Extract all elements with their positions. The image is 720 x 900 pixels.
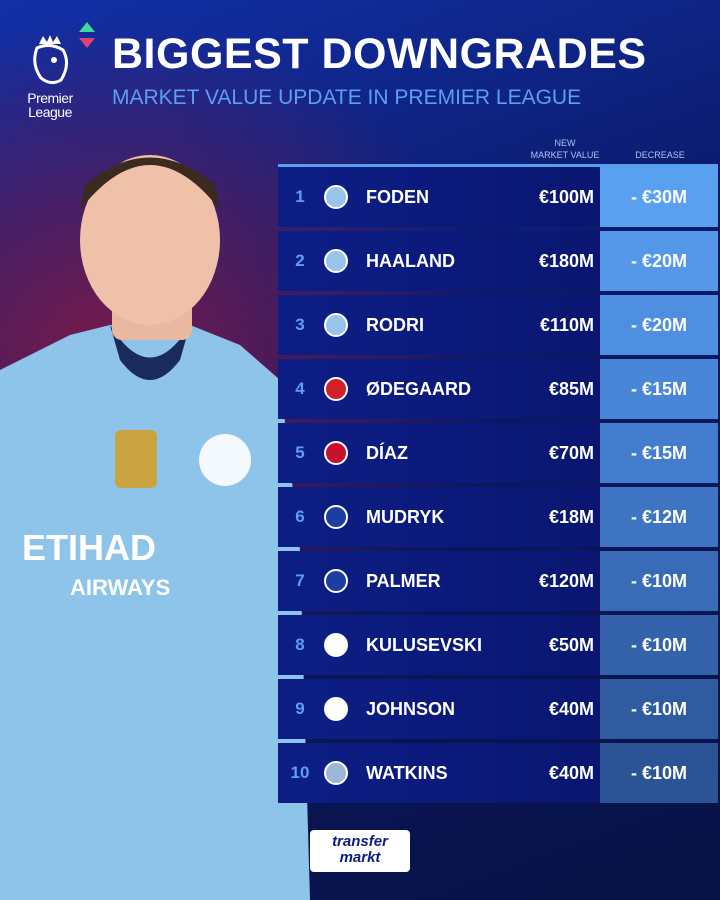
new-market-value: €50M bbox=[548, 634, 594, 655]
club-crest-icon bbox=[322, 631, 350, 659]
player-name: JOHNSON bbox=[366, 698, 456, 719]
row-main: 7 PALMER €120M bbox=[278, 551, 600, 611]
decrease-value: - €15M bbox=[600, 423, 718, 483]
new-market-value: €100M bbox=[538, 186, 594, 207]
logo-text-2: League bbox=[28, 104, 72, 120]
table-row: 1 FODEN €100M - €30M bbox=[278, 167, 718, 227]
rank: 4 bbox=[295, 379, 305, 398]
page-subtitle: MARKET VALUE UPDATE IN PREMIER LEAGUE bbox=[112, 86, 582, 109]
rankings-table: 1 FODEN €100M - €30M 2 HAALAND €180M - €… bbox=[278, 164, 718, 807]
player-photo: ETIHAD AIRWAYS bbox=[0, 155, 310, 900]
new-market-value: €180M bbox=[538, 250, 594, 271]
table-row: 3 RODRI €110M - €20M bbox=[278, 295, 718, 355]
header-line: MARKET VALUE bbox=[530, 150, 600, 160]
club-crest-icon bbox=[322, 759, 350, 787]
decrease-value: - €10M bbox=[600, 743, 718, 803]
new-market-value: €110M bbox=[539, 314, 594, 335]
new-market-value: €18M bbox=[548, 506, 594, 527]
decrease-value: - €12M bbox=[600, 487, 718, 547]
row-main: 1 FODEN €100M bbox=[278, 167, 600, 227]
rank: 3 bbox=[295, 315, 305, 334]
decrease-value: - €15M bbox=[600, 359, 718, 419]
rank: 7 bbox=[295, 571, 305, 590]
decrease-value: - €10M bbox=[600, 615, 718, 675]
row-main: 3 RODRI €110M bbox=[278, 295, 600, 355]
brand-line: markt bbox=[339, 849, 381, 866]
brand-line: transfer bbox=[332, 833, 388, 850]
decrease-value: - €10M bbox=[600, 679, 718, 739]
player-name: RODRI bbox=[366, 314, 424, 335]
premier-league-logo: Premier League bbox=[22, 34, 78, 119]
row-main: 6 MUDRYK €18M bbox=[278, 487, 600, 547]
club-crest-icon bbox=[322, 439, 350, 467]
row-main: 9 JOHNSON €40M bbox=[278, 679, 600, 739]
sponsor-text: ETIHAD bbox=[22, 527, 156, 568]
row-main: 2 HAALAND €180M bbox=[278, 231, 600, 291]
rank: 10 bbox=[290, 763, 310, 782]
new-market-value: €40M bbox=[548, 762, 594, 783]
decrease-value: - €30M bbox=[600, 167, 718, 227]
player-name: MUDRYK bbox=[366, 506, 445, 527]
player-name: ØDEGAARD bbox=[366, 378, 472, 399]
decrease-value: - €20M bbox=[600, 295, 718, 355]
club-crest-icon bbox=[322, 695, 350, 723]
rank: 1 bbox=[295, 187, 305, 206]
row-main: 5 DÍAZ €70M bbox=[278, 423, 600, 483]
club-crest-icon bbox=[322, 375, 350, 403]
table-row: 2 HAALAND €180M - €20M bbox=[278, 231, 718, 291]
page-title: BIGGEST DOWNGRADES bbox=[112, 30, 647, 78]
club-crest-icon bbox=[322, 311, 350, 339]
table-row: 6 MUDRYK €18M - €12M bbox=[278, 487, 718, 547]
new-market-value: €70M bbox=[548, 442, 594, 463]
column-header-new-value: NEW MARKET VALUE bbox=[525, 137, 605, 161]
sponsor-text-line2: AIRWAYS bbox=[70, 575, 170, 600]
table-row: 4 ØDEGAARD €85M - €15M bbox=[278, 359, 718, 419]
column-header-decrease: DECREASE bbox=[635, 150, 685, 160]
club-crest-icon bbox=[322, 567, 350, 595]
row-main: 10 WATKINS €40M bbox=[278, 743, 600, 803]
club-crest-icon bbox=[322, 247, 350, 275]
rank: 6 bbox=[295, 507, 305, 526]
rank: 2 bbox=[295, 251, 305, 270]
logo-text-1: Premier bbox=[27, 90, 73, 106]
rank: 5 bbox=[295, 443, 305, 462]
table-row: 9 JOHNSON €40M - €10M bbox=[278, 679, 718, 739]
header-line: NEW bbox=[554, 138, 576, 148]
row-main: 8 KULUSEVSKI €50M bbox=[278, 615, 600, 675]
player-name: KULUSEVSKI bbox=[366, 634, 483, 655]
decrease-value: - €20M bbox=[600, 231, 718, 291]
rank: 8 bbox=[295, 635, 305, 654]
rank: 9 bbox=[295, 699, 305, 718]
player-name: PALMER bbox=[366, 570, 441, 591]
table-row: 8 KULUSEVSKI €50M - €10M bbox=[278, 615, 718, 675]
player-name: DÍAZ bbox=[366, 442, 408, 463]
player-name: HAALAND bbox=[366, 250, 455, 271]
club-crest-icon bbox=[322, 183, 350, 211]
transfermarkt-logo: transfer markt bbox=[310, 830, 410, 872]
up-down-arrows-icon bbox=[79, 22, 95, 48]
new-market-value: €40M bbox=[548, 698, 594, 719]
lion-icon bbox=[33, 35, 68, 85]
player-name: FODEN bbox=[366, 186, 429, 207]
club-crest-icon bbox=[322, 503, 350, 531]
table-row: 5 DÍAZ €70M - €15M bbox=[278, 423, 718, 483]
table-row: 7 PALMER €120M - €10M bbox=[278, 551, 718, 611]
player-name: WATKINS bbox=[366, 762, 448, 783]
table-row: 10 WATKINS €40M - €10M bbox=[278, 743, 718, 803]
new-market-value: €120M bbox=[538, 570, 594, 591]
decrease-value: - €10M bbox=[600, 551, 718, 611]
new-market-value: €85M bbox=[548, 378, 594, 399]
row-main: 4 ØDEGAARD €85M bbox=[278, 359, 600, 419]
